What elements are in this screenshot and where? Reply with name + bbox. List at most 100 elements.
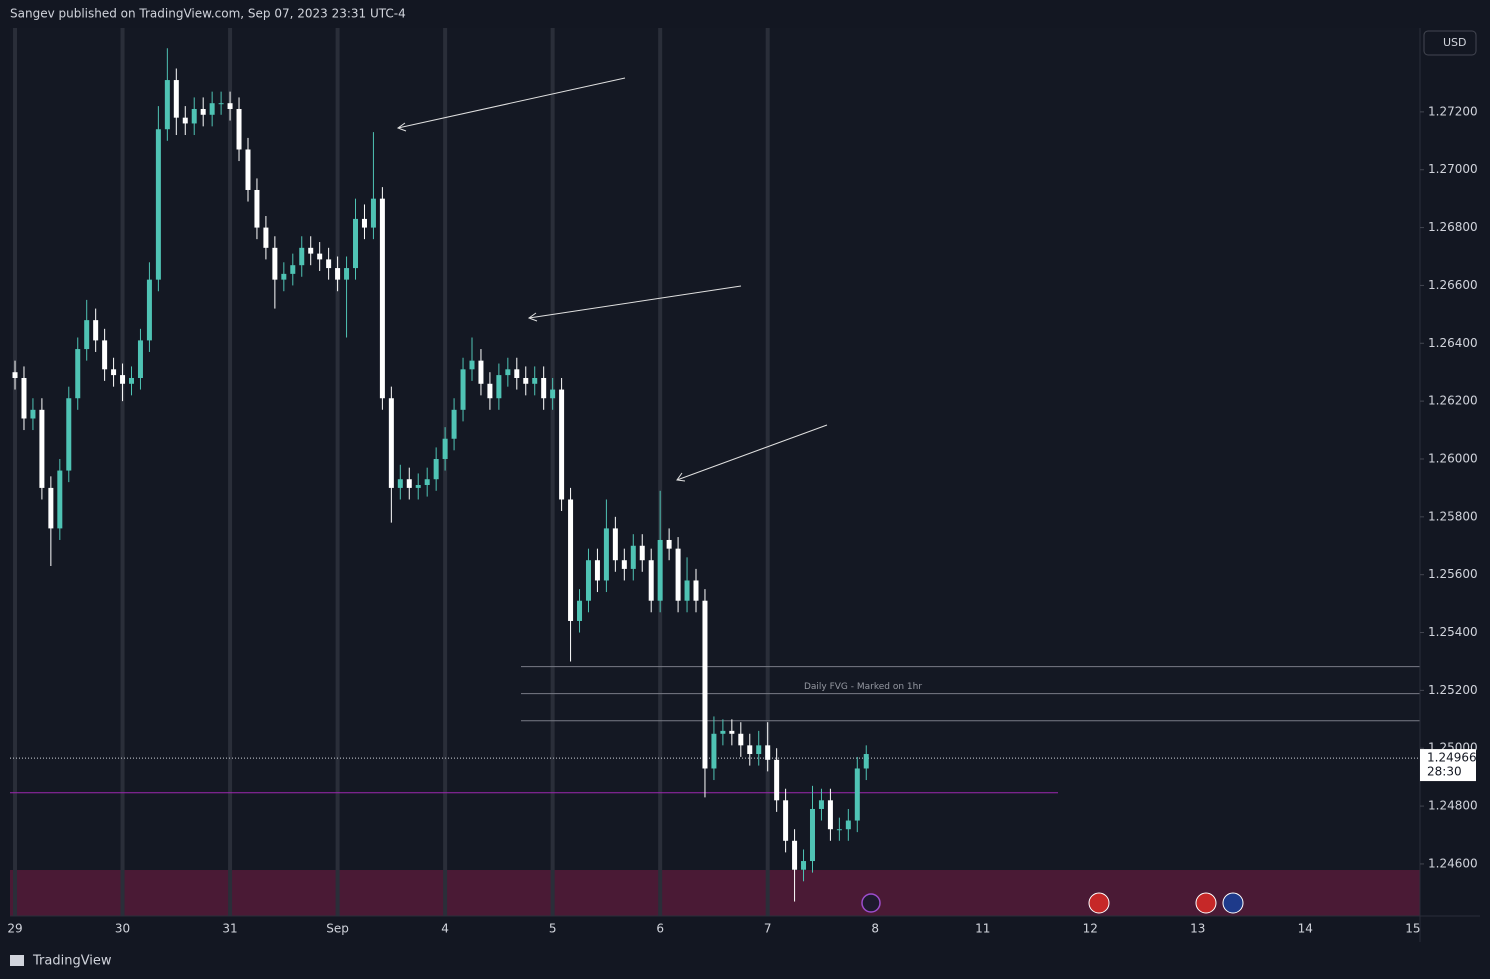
candle-body xyxy=(137,340,143,378)
candle-body xyxy=(711,733,717,769)
event-flag[interactable] xyxy=(1195,892,1217,914)
candle-body xyxy=(854,768,860,821)
candle-body xyxy=(209,103,215,115)
candle-body xyxy=(155,129,161,280)
last-price-label: 1.24966 xyxy=(1427,751,1477,765)
candle-body xyxy=(684,580,690,601)
candle-body xyxy=(245,149,251,190)
candle-body xyxy=(863,754,869,769)
candle-body xyxy=(254,189,260,228)
candle-body xyxy=(397,479,403,488)
y-tick-label: 1.24600 xyxy=(1428,856,1478,870)
x-tick-label: 31 xyxy=(222,922,237,936)
y-tick-label: 1.26800 xyxy=(1428,220,1478,234)
candle-body xyxy=(845,820,851,830)
candle-body xyxy=(496,375,502,399)
candle-body xyxy=(487,383,493,399)
candle-body xyxy=(12,372,18,378)
candle-body xyxy=(559,389,565,500)
event-icon[interactable] xyxy=(861,893,881,913)
candle-body xyxy=(308,247,314,254)
y-tick-label: 1.25400 xyxy=(1428,625,1478,639)
header: Sangev published on TradingView.com, Sep… xyxy=(10,7,406,21)
candle-body xyxy=(594,560,600,581)
candle-body xyxy=(818,800,824,809)
x-tick-label: 30 xyxy=(115,922,130,936)
candle-body xyxy=(433,458,439,480)
candle-body xyxy=(720,730,726,734)
candle-body xyxy=(326,259,332,269)
candle-body xyxy=(550,389,556,399)
candle-body xyxy=(774,759,780,801)
brand-logo xyxy=(10,955,24,966)
candle-body xyxy=(93,320,99,341)
candle-body xyxy=(129,377,135,384)
y-tick-label: 1.26600 xyxy=(1428,278,1478,292)
x-tick-label: 29 xyxy=(7,922,22,936)
candle-body xyxy=(424,479,430,486)
zone xyxy=(10,870,1420,916)
event-flag[interactable] xyxy=(1222,892,1244,914)
candle-body xyxy=(756,745,762,755)
candle-body xyxy=(299,247,305,266)
y-tick-label: 1.26000 xyxy=(1428,451,1478,465)
candle-body xyxy=(182,117,188,124)
candle-body xyxy=(585,560,591,601)
candle-body xyxy=(21,377,27,419)
candle-body xyxy=(335,268,341,280)
x-tick-label: Sep xyxy=(326,922,349,936)
candle-body xyxy=(406,479,412,488)
candle-body xyxy=(603,528,609,581)
candle-body xyxy=(353,218,359,269)
arrow-head xyxy=(396,122,407,132)
y-tick-label: 1.27000 xyxy=(1428,162,1478,176)
candle-body xyxy=(111,369,117,376)
candle-body xyxy=(541,377,547,399)
candle-body xyxy=(442,438,448,459)
candle-body xyxy=(30,409,36,419)
candle-body xyxy=(218,103,224,105)
candle-body xyxy=(666,539,672,549)
candle-body xyxy=(379,198,385,399)
currency-button[interactable] xyxy=(1423,30,1477,56)
candle-body xyxy=(478,360,484,384)
candle-body xyxy=(747,745,753,755)
x-tick-label: 5 xyxy=(549,922,557,936)
candle-body xyxy=(801,861,807,870)
candle-body xyxy=(236,108,242,150)
y-tick-label: 1.24800 xyxy=(1428,799,1478,813)
candle-body xyxy=(370,198,376,228)
x-tick-label: 15 xyxy=(1405,922,1420,936)
candle-body xyxy=(191,108,197,124)
candle-body xyxy=(738,733,744,746)
y-tick-label: 1.27200 xyxy=(1428,104,1478,118)
candle-body xyxy=(577,600,583,621)
candle-body xyxy=(693,580,699,601)
event-flag[interactable] xyxy=(1088,892,1110,914)
candle-body xyxy=(200,108,206,115)
candle-body xyxy=(675,548,681,601)
candle-body xyxy=(621,560,627,569)
y-tick-label: 1.26200 xyxy=(1428,394,1478,408)
candle-body xyxy=(451,409,457,439)
candle-body xyxy=(272,247,278,280)
candle-body xyxy=(836,829,842,831)
countdown: 28:30 xyxy=(1427,765,1462,779)
candle-body xyxy=(281,273,287,280)
x-tick-label: 4 xyxy=(441,922,449,936)
brand: TradingView xyxy=(32,954,112,969)
candle-body xyxy=(568,499,574,621)
candle-body xyxy=(514,369,520,378)
x-tick-label: 8 xyxy=(871,922,879,936)
candle-body xyxy=(227,103,233,109)
candle-body xyxy=(164,80,170,130)
candle-body xyxy=(102,340,108,370)
x-tick-label: 14 xyxy=(1298,922,1313,936)
x-tick-label: 13 xyxy=(1190,922,1205,936)
candle-body xyxy=(783,800,789,841)
chart-pane xyxy=(10,28,1420,916)
candle-body xyxy=(792,840,798,870)
candle-body xyxy=(532,377,538,384)
candle-body xyxy=(702,600,708,769)
